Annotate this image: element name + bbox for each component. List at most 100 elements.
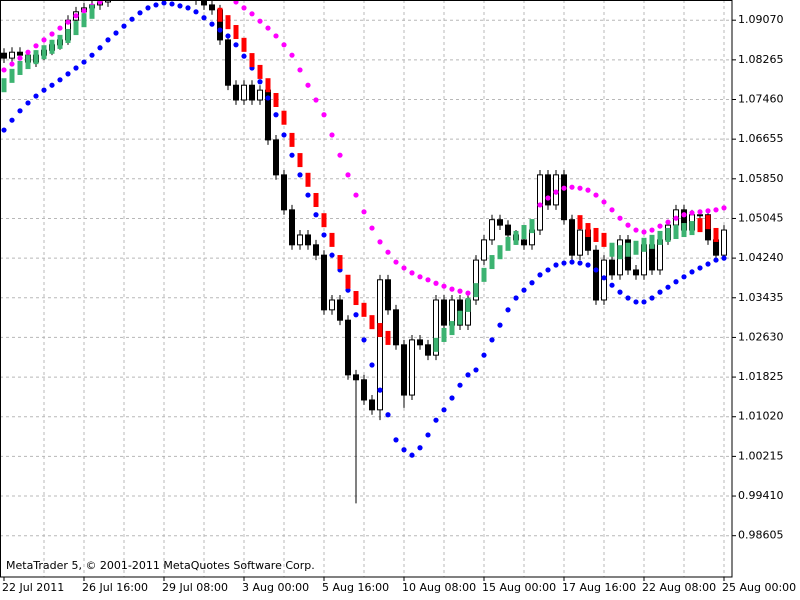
candle-body xyxy=(289,209,295,246)
indicator-dot xyxy=(601,199,607,205)
candle-body xyxy=(713,239,719,256)
candle-body xyxy=(401,344,407,396)
signal-block xyxy=(73,21,79,36)
signal-block xyxy=(17,60,23,75)
y-tick-label: 1.01825 xyxy=(738,370,784,383)
indicator-dot xyxy=(649,295,655,301)
indicator-dot xyxy=(177,3,183,9)
x-tick-label: 26 Jul 16:00 xyxy=(82,581,148,594)
indicator-dot xyxy=(689,210,695,216)
indicator-dot xyxy=(41,37,47,43)
candle-body xyxy=(577,229,583,256)
indicator-dot xyxy=(481,352,487,358)
signal-block xyxy=(241,37,247,52)
candle-body xyxy=(241,84,247,101)
indicator-dot xyxy=(417,445,423,451)
indicator-dot xyxy=(537,272,543,278)
candle-body xyxy=(569,219,575,256)
indicator-dot xyxy=(41,87,47,93)
signal-block xyxy=(657,230,663,245)
indicator-dot xyxy=(57,25,63,31)
indicator-dot xyxy=(313,97,319,103)
x-tick-label: 25 Aug 00:00 xyxy=(722,581,796,594)
y-tick-label: 1.03435 xyxy=(738,291,784,304)
indicator-dot xyxy=(361,209,367,215)
signal-block xyxy=(601,232,607,247)
indicator-dot xyxy=(105,37,111,43)
signal-block xyxy=(257,64,263,79)
indicator-dot xyxy=(673,279,679,285)
candle-body xyxy=(297,234,303,246)
signal-block xyxy=(497,245,503,260)
signal-block xyxy=(233,25,239,40)
indicator-dot xyxy=(297,172,303,178)
indicator-dot xyxy=(457,382,463,388)
candle-body xyxy=(393,309,399,346)
indicator-dot xyxy=(585,262,591,268)
signal-block xyxy=(33,50,39,65)
indicator-dot xyxy=(713,207,719,213)
indicator-dot xyxy=(281,132,287,138)
signal-block xyxy=(529,219,535,234)
indicator-dot xyxy=(433,280,439,286)
candle-body xyxy=(377,279,383,411)
indicator-dot xyxy=(401,265,407,271)
candle-body xyxy=(441,299,447,326)
indicator-dot xyxy=(313,212,319,218)
candle-body xyxy=(697,214,703,217)
signal-block xyxy=(489,255,495,270)
indicator-dot xyxy=(673,215,679,221)
indicator-dot xyxy=(201,15,207,21)
candle-body xyxy=(9,51,15,59)
candle-body xyxy=(329,299,335,311)
indicator-dot xyxy=(489,337,495,343)
watermark: MetaTrader 5, © 2001-2011 MetaQuotes Sof… xyxy=(6,559,315,572)
indicator-dot xyxy=(657,289,663,295)
indicator-dot xyxy=(705,208,711,214)
indicator-dot xyxy=(89,52,95,58)
indicator-dot xyxy=(473,367,479,373)
signal-block xyxy=(281,110,287,125)
indicator-dot xyxy=(569,184,575,190)
signal-block xyxy=(353,291,359,306)
indicator-dot xyxy=(601,275,607,281)
signal-block xyxy=(713,227,719,242)
indicator-dot xyxy=(33,93,39,99)
signal-block xyxy=(49,39,55,54)
indicator-dot xyxy=(321,112,327,118)
indicator-dot xyxy=(561,260,567,266)
signal-block xyxy=(337,255,343,270)
signal-block xyxy=(369,315,375,330)
signal-block xyxy=(681,223,687,238)
indicator-dot xyxy=(337,152,343,158)
candle-body xyxy=(337,299,343,321)
indicator-dot xyxy=(377,387,383,393)
indicator-dot xyxy=(289,52,295,58)
candle-body xyxy=(609,259,615,276)
indicator-dot xyxy=(553,189,559,195)
indicator-dot xyxy=(289,152,295,158)
indicator-dot xyxy=(97,0,103,5)
x-tick-label: 15 Aug 00:00 xyxy=(482,581,556,594)
indicator-dot xyxy=(593,267,599,273)
indicator-dot xyxy=(73,13,79,19)
indicator-dot xyxy=(1,67,7,73)
x-tick-label: 22 Aug 08:00 xyxy=(642,581,716,594)
signal-block xyxy=(9,68,15,83)
signal-block xyxy=(593,227,599,242)
plot-area xyxy=(1,0,727,504)
indicator-dot xyxy=(249,11,255,17)
indicator-dot xyxy=(689,269,695,275)
candle-body xyxy=(313,244,319,256)
indicator-dot xyxy=(697,209,703,215)
indicator-dot xyxy=(65,71,71,77)
y-tick-label: 1.09070 xyxy=(738,13,784,26)
signal-block xyxy=(665,227,671,242)
indicator-dot xyxy=(617,215,623,221)
candle-body xyxy=(1,52,7,59)
indicator-dot xyxy=(1,127,7,133)
candle-body xyxy=(505,224,511,236)
indicator-dot xyxy=(169,1,175,7)
signal-block xyxy=(81,13,87,28)
